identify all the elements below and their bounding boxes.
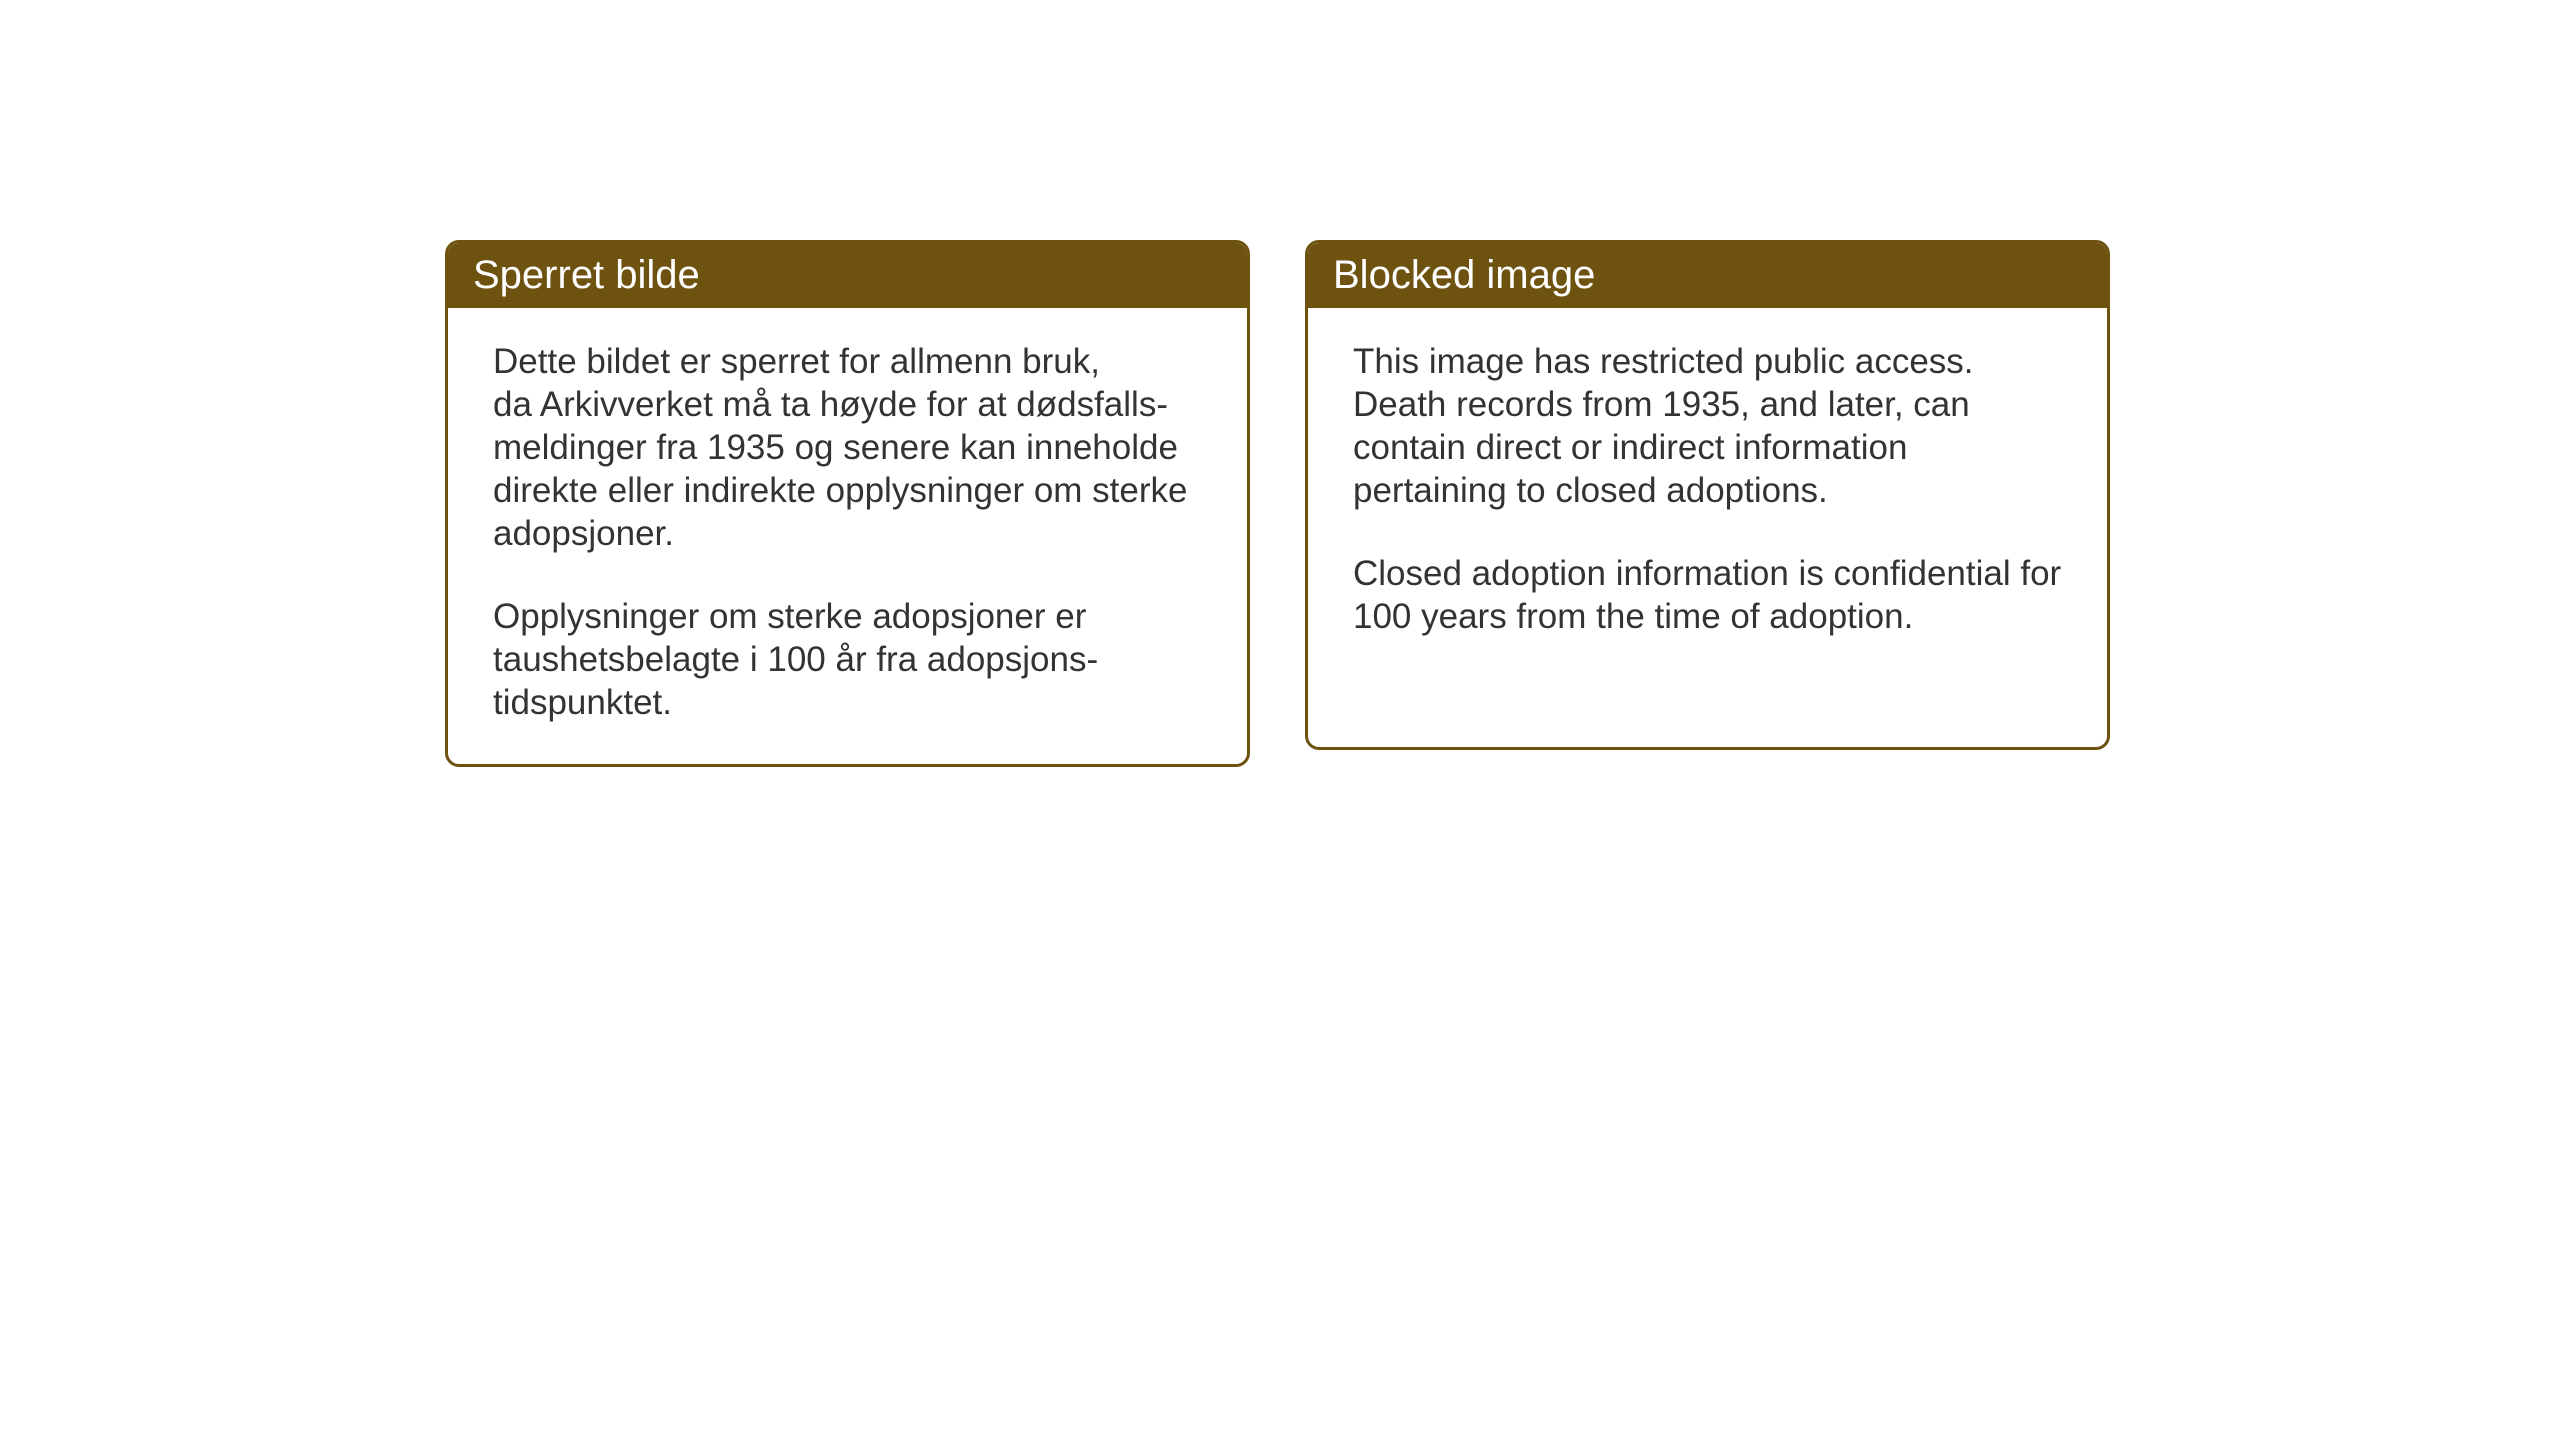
notice-paragraph-1-english: This image has restricted public access.…	[1353, 340, 2062, 512]
notice-box-english: Blocked image This image has restricted …	[1305, 240, 2110, 750]
notice-header-norwegian: Sperret bilde	[448, 243, 1247, 308]
notice-box-norwegian: Sperret bilde Dette bildet er sperret fo…	[445, 240, 1250, 767]
notice-container: Sperret bilde Dette bildet er sperret fo…	[445, 240, 2110, 767]
notice-paragraph-2-english: Closed adoption information is confident…	[1353, 552, 2062, 638]
notice-body-english: This image has restricted public access.…	[1308, 308, 2107, 678]
notice-header-english: Blocked image	[1308, 243, 2107, 308]
notice-paragraph-1-norwegian: Dette bildet er sperret for allmenn bruk…	[493, 340, 1202, 555]
notice-paragraph-2-norwegian: Opplysninger om sterke adopsjoner er tau…	[493, 595, 1202, 724]
notice-title-english: Blocked image	[1333, 253, 1595, 297]
notice-title-norwegian: Sperret bilde	[473, 253, 700, 297]
notice-body-norwegian: Dette bildet er sperret for allmenn bruk…	[448, 308, 1247, 764]
